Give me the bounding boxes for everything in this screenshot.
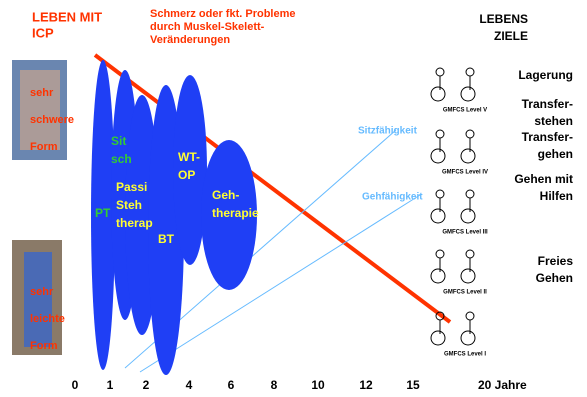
header-center: durch Muskel-Skelett- [150,21,265,33]
axis-label: 1 [107,378,114,392]
goal-label: stehen [534,114,573,128]
header-center: Schmerz oder fkt. Probleme [150,8,296,20]
axis-label: 12 [359,378,373,392]
background [0,0,587,397]
axis-label: 10 [311,378,325,392]
photo-label: Form [30,141,58,153]
photo-label: sehr [30,286,54,298]
therapy-label: WT- [178,150,200,164]
therapy-label: Geh- [212,188,239,202]
axis-label: 15 [406,378,420,392]
photo-label: schwere [30,114,74,126]
axis-label: 6 [228,378,235,392]
header-center: Veränderungen [150,34,230,46]
header-right: ZIELE [494,29,528,43]
walking-label: Gehfähigkeit [362,192,423,203]
axis-label: 20 Jahre [478,378,527,392]
therapy-label: sch [111,152,132,166]
header-left: ICP [32,25,54,40]
therapy-label: PT [95,206,111,220]
level-label: GMFCS Level IV [442,170,488,176]
level-label: GMFCS Level I [444,352,486,358]
photo-label: leichte [30,313,65,325]
axis-label: 4 [186,378,193,392]
therapy-label: Sit [111,134,126,148]
therapy-label: BT [158,232,175,246]
goal-label: Freies [538,254,574,268]
goal-label: Hilfen [540,189,573,203]
goal-label: gehen [538,147,573,161]
header-left: LEBEN MIT [32,9,102,24]
photo-detail [20,70,60,150]
level-label: GMFCS Level III [442,230,488,236]
slide: LEBEN MITICP Schmerz oder fkt. Problemedu… [0,0,587,397]
axis-label: 8 [271,378,278,392]
goal-label: Gehen mit [514,172,573,186]
therapy-label: Steh [116,198,142,212]
goal-label: Lagerung [518,68,573,82]
level-label: GMFCS Level II [443,290,487,296]
goal-label: Gehen [536,271,573,285]
header-right: LEBENS [479,12,528,26]
sitting-label: Sitzfähigkeit [358,126,418,137]
level-label: GMFCS Level V [443,108,487,114]
axis-label: 0 [72,378,79,392]
photo-label: Form [30,340,58,352]
goal-label: Transfer- [522,97,573,111]
therapy-label: Passi [116,180,147,194]
therapy-label: therapie [212,206,259,220]
photo-label: sehr [30,87,54,99]
therapy-label: OP [178,168,195,182]
axis-label: 2 [143,378,150,392]
photo-detail [24,252,52,347]
therapy-label: therap [116,216,153,230]
goal-label: Transfer- [522,130,573,144]
